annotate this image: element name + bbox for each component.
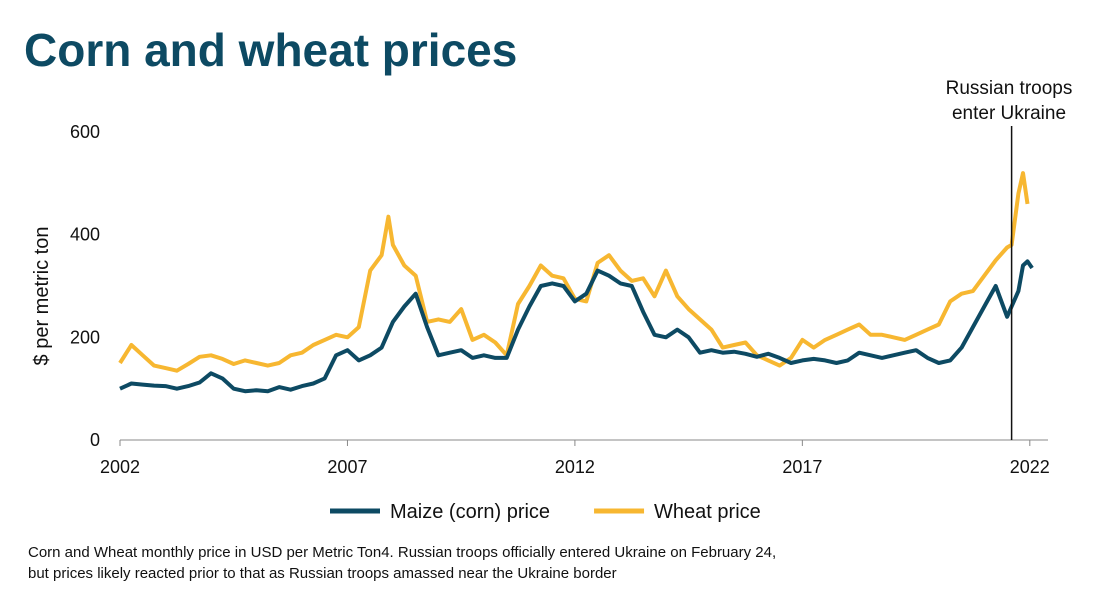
legend-label: Wheat price [654, 501, 761, 523]
x-tick-label: 2007 [327, 457, 367, 477]
line-series [118, 171, 1030, 373]
x-tick-label: 2017 [782, 457, 822, 477]
chart-title: Corn and wheat prices [24, 24, 517, 76]
x-tick-label: 2022 [1010, 457, 1050, 477]
y-tick-label: 400 [70, 225, 100, 245]
annotation-text: enter Ukraine [952, 103, 1066, 124]
annotation-text: Russian troops [946, 78, 1073, 99]
caption: Corn and Wheat monthly price in USD per … [28, 544, 777, 582]
legend-label: Maize (corn) price [390, 501, 550, 523]
x-tick-label: 2012 [555, 457, 595, 477]
y-axis-label: $ per metric ton [31, 227, 53, 366]
y-tick-label: 600 [70, 122, 100, 142]
line-series [119, 259, 1034, 394]
x-tick-label: 2002 [100, 457, 140, 477]
y-tick-label: 200 [70, 327, 100, 347]
y-tick-label: 0 [90, 430, 100, 450]
